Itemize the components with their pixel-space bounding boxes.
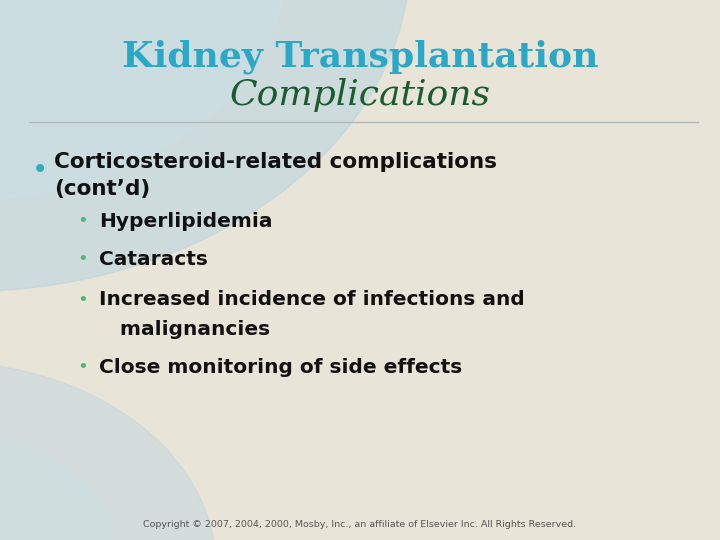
Text: Increased incidence of infections and: Increased incidence of infections and [99,290,525,309]
Text: Complications: Complications [230,78,490,111]
Circle shape [0,362,216,540]
Text: Close monitoring of side effects: Close monitoring of side effects [99,357,463,377]
Text: •: • [78,250,88,268]
Text: Cataracts: Cataracts [99,249,208,269]
Text: •: • [32,156,48,184]
Text: •: • [78,358,88,376]
Text: Hyperlipidemia: Hyperlipidemia [99,212,273,231]
Circle shape [0,432,122,540]
Text: Corticosteroid-related complications: Corticosteroid-related complications [54,152,497,172]
Text: malignancies: malignancies [99,320,271,339]
Circle shape [0,0,410,292]
Circle shape [0,0,288,200]
Text: •: • [78,291,88,309]
Text: Kidney Transplantation: Kidney Transplantation [122,39,598,74]
Text: •: • [78,212,88,231]
Text: Copyright © 2007, 2004, 2000, Mosby, Inc., an affiliate of Elsevier Inc. All Rig: Copyright © 2007, 2004, 2000, Mosby, Inc… [143,521,577,529]
Text: (cont’d): (cont’d) [54,179,150,199]
